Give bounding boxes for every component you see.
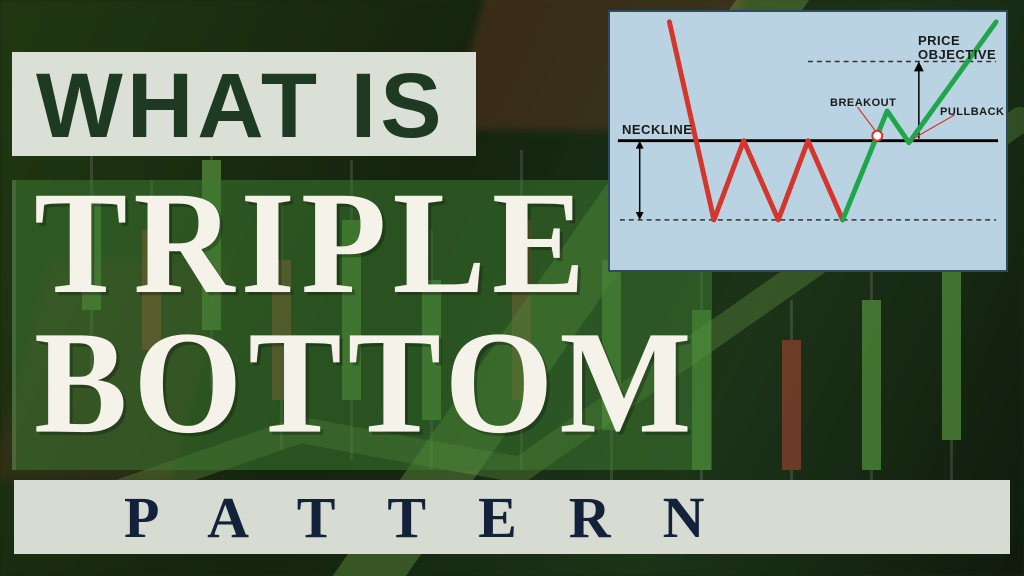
- breakout-marker: [872, 131, 882, 141]
- heading-triple-bottom-box: TRIPLE BOTTOM: [12, 180, 712, 470]
- label-price-objective: PRICE OBJECTIVE: [918, 34, 996, 61]
- heading-what-is: WHAT IS: [12, 52, 476, 156]
- label-price-objective-l2: OBJECTIVE: [918, 47, 996, 62]
- label-pullback: PULLBACK: [940, 106, 1005, 118]
- heading-line2a: TRIPLE: [34, 173, 698, 313]
- label-neckline: NECKLINE: [622, 122, 692, 137]
- heading-line2b: BOTTOM: [34, 313, 698, 453]
- objective-arrow-head: [914, 62, 924, 72]
- height-arrow-down: [636, 212, 644, 220]
- label-breakout: BREAKOUT: [830, 97, 896, 109]
- heading-pattern-text: PATTERN: [124, 484, 757, 551]
- downtrend-path: [669, 22, 842, 220]
- breakout-pointer: [857, 107, 875, 131]
- heading-triple-bottom-text: TRIPLE BOTTOM: [34, 173, 698, 452]
- heading-line1-text: WHAT IS: [36, 55, 446, 157]
- heading-pattern-bar: PATTERN: [14, 480, 1010, 554]
- triple-bottom-diagram: NECKLINE BREAKOUT PULLBACK PRICE OBJECTI…: [608, 10, 1008, 272]
